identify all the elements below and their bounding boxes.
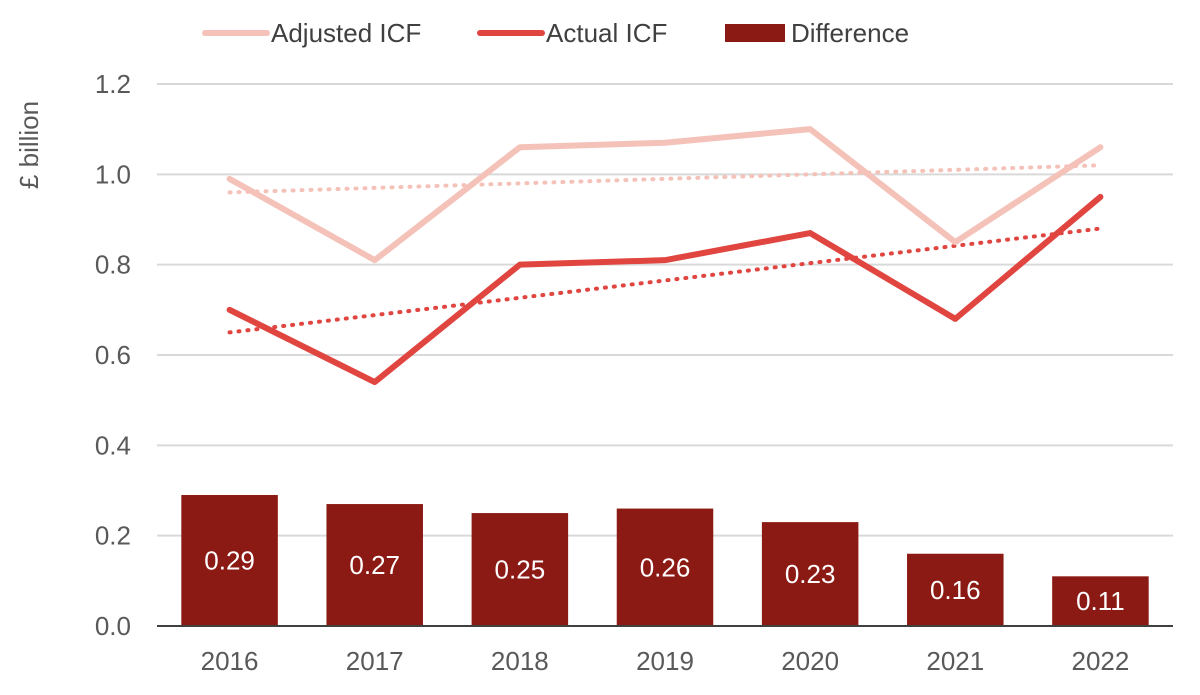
- y-tick-label: 0.4: [95, 430, 131, 460]
- lines: [226, 126, 1104, 386]
- bar-data-label: 0.26: [640, 552, 691, 582]
- x-tick-label: 2018: [491, 646, 549, 676]
- bar-data-label: 0.25: [495, 555, 546, 585]
- trendlines: [227, 163, 1103, 335]
- x-tick-label: 2017: [346, 646, 404, 676]
- legend-label-actual-icf: Actual ICF: [546, 18, 667, 48]
- x-tick-label: 2020: [781, 646, 839, 676]
- legend-swatch-difference: [725, 24, 785, 42]
- axes: 0.0 0.2 0.4 0.6 0.8 1.0 1.2 2016 2017 2018 2019 202…: [95, 69, 1173, 676]
- y-tick-label: 1.2: [95, 69, 131, 99]
- trendline-actual-icf: [227, 226, 1103, 335]
- y-tick-label: 0.0: [95, 611, 131, 641]
- x-tick-label: 2022: [1072, 646, 1130, 676]
- x-tick-label: 2021: [926, 646, 984, 676]
- trendline-adjusted-icf: [227, 163, 1103, 195]
- bar-difference: [181, 495, 278, 626]
- bar-data-label: 0.27: [349, 550, 400, 580]
- x-tick-label: 2019: [636, 646, 694, 676]
- bar-data-label: 0.11: [1076, 586, 1125, 616]
- bar-data-label: 0.23: [785, 559, 836, 589]
- y-tick-label: 0.8: [95, 250, 131, 280]
- legend-label-adjusted-icf: Adjusted ICF: [271, 18, 421, 48]
- bar-difference: [1052, 576, 1149, 626]
- y-tick-label: 0.2: [95, 521, 131, 551]
- legend: Adjusted ICF Actual ICF Difference: [202, 18, 909, 48]
- bar-difference: [471, 513, 569, 626]
- bar-difference: [326, 504, 423, 626]
- y-axis-label: £ billion: [14, 101, 44, 189]
- bars: [181, 495, 1149, 626]
- legend-label-difference: Difference: [791, 18, 909, 48]
- bar-difference: [616, 508, 714, 626]
- y-tick-label: 1.0: [95, 159, 131, 189]
- bar-data-label: 0.29: [204, 546, 255, 576]
- bar-difference: [761, 522, 859, 626]
- x-tick-label: 2016: [201, 646, 259, 676]
- y-tick-label: 0.6: [95, 340, 131, 370]
- data-labels: 0.29 0.27 0.25 0.26 0.23 0.16 0.11: [204, 546, 1125, 617]
- gridlines: [157, 83, 1173, 537]
- bar-difference: [907, 553, 1004, 626]
- bar-data-label: 0.16: [930, 575, 981, 605]
- line-adjusted-icf: [226, 126, 1104, 264]
- line-actual-icf: [226, 193, 1104, 386]
